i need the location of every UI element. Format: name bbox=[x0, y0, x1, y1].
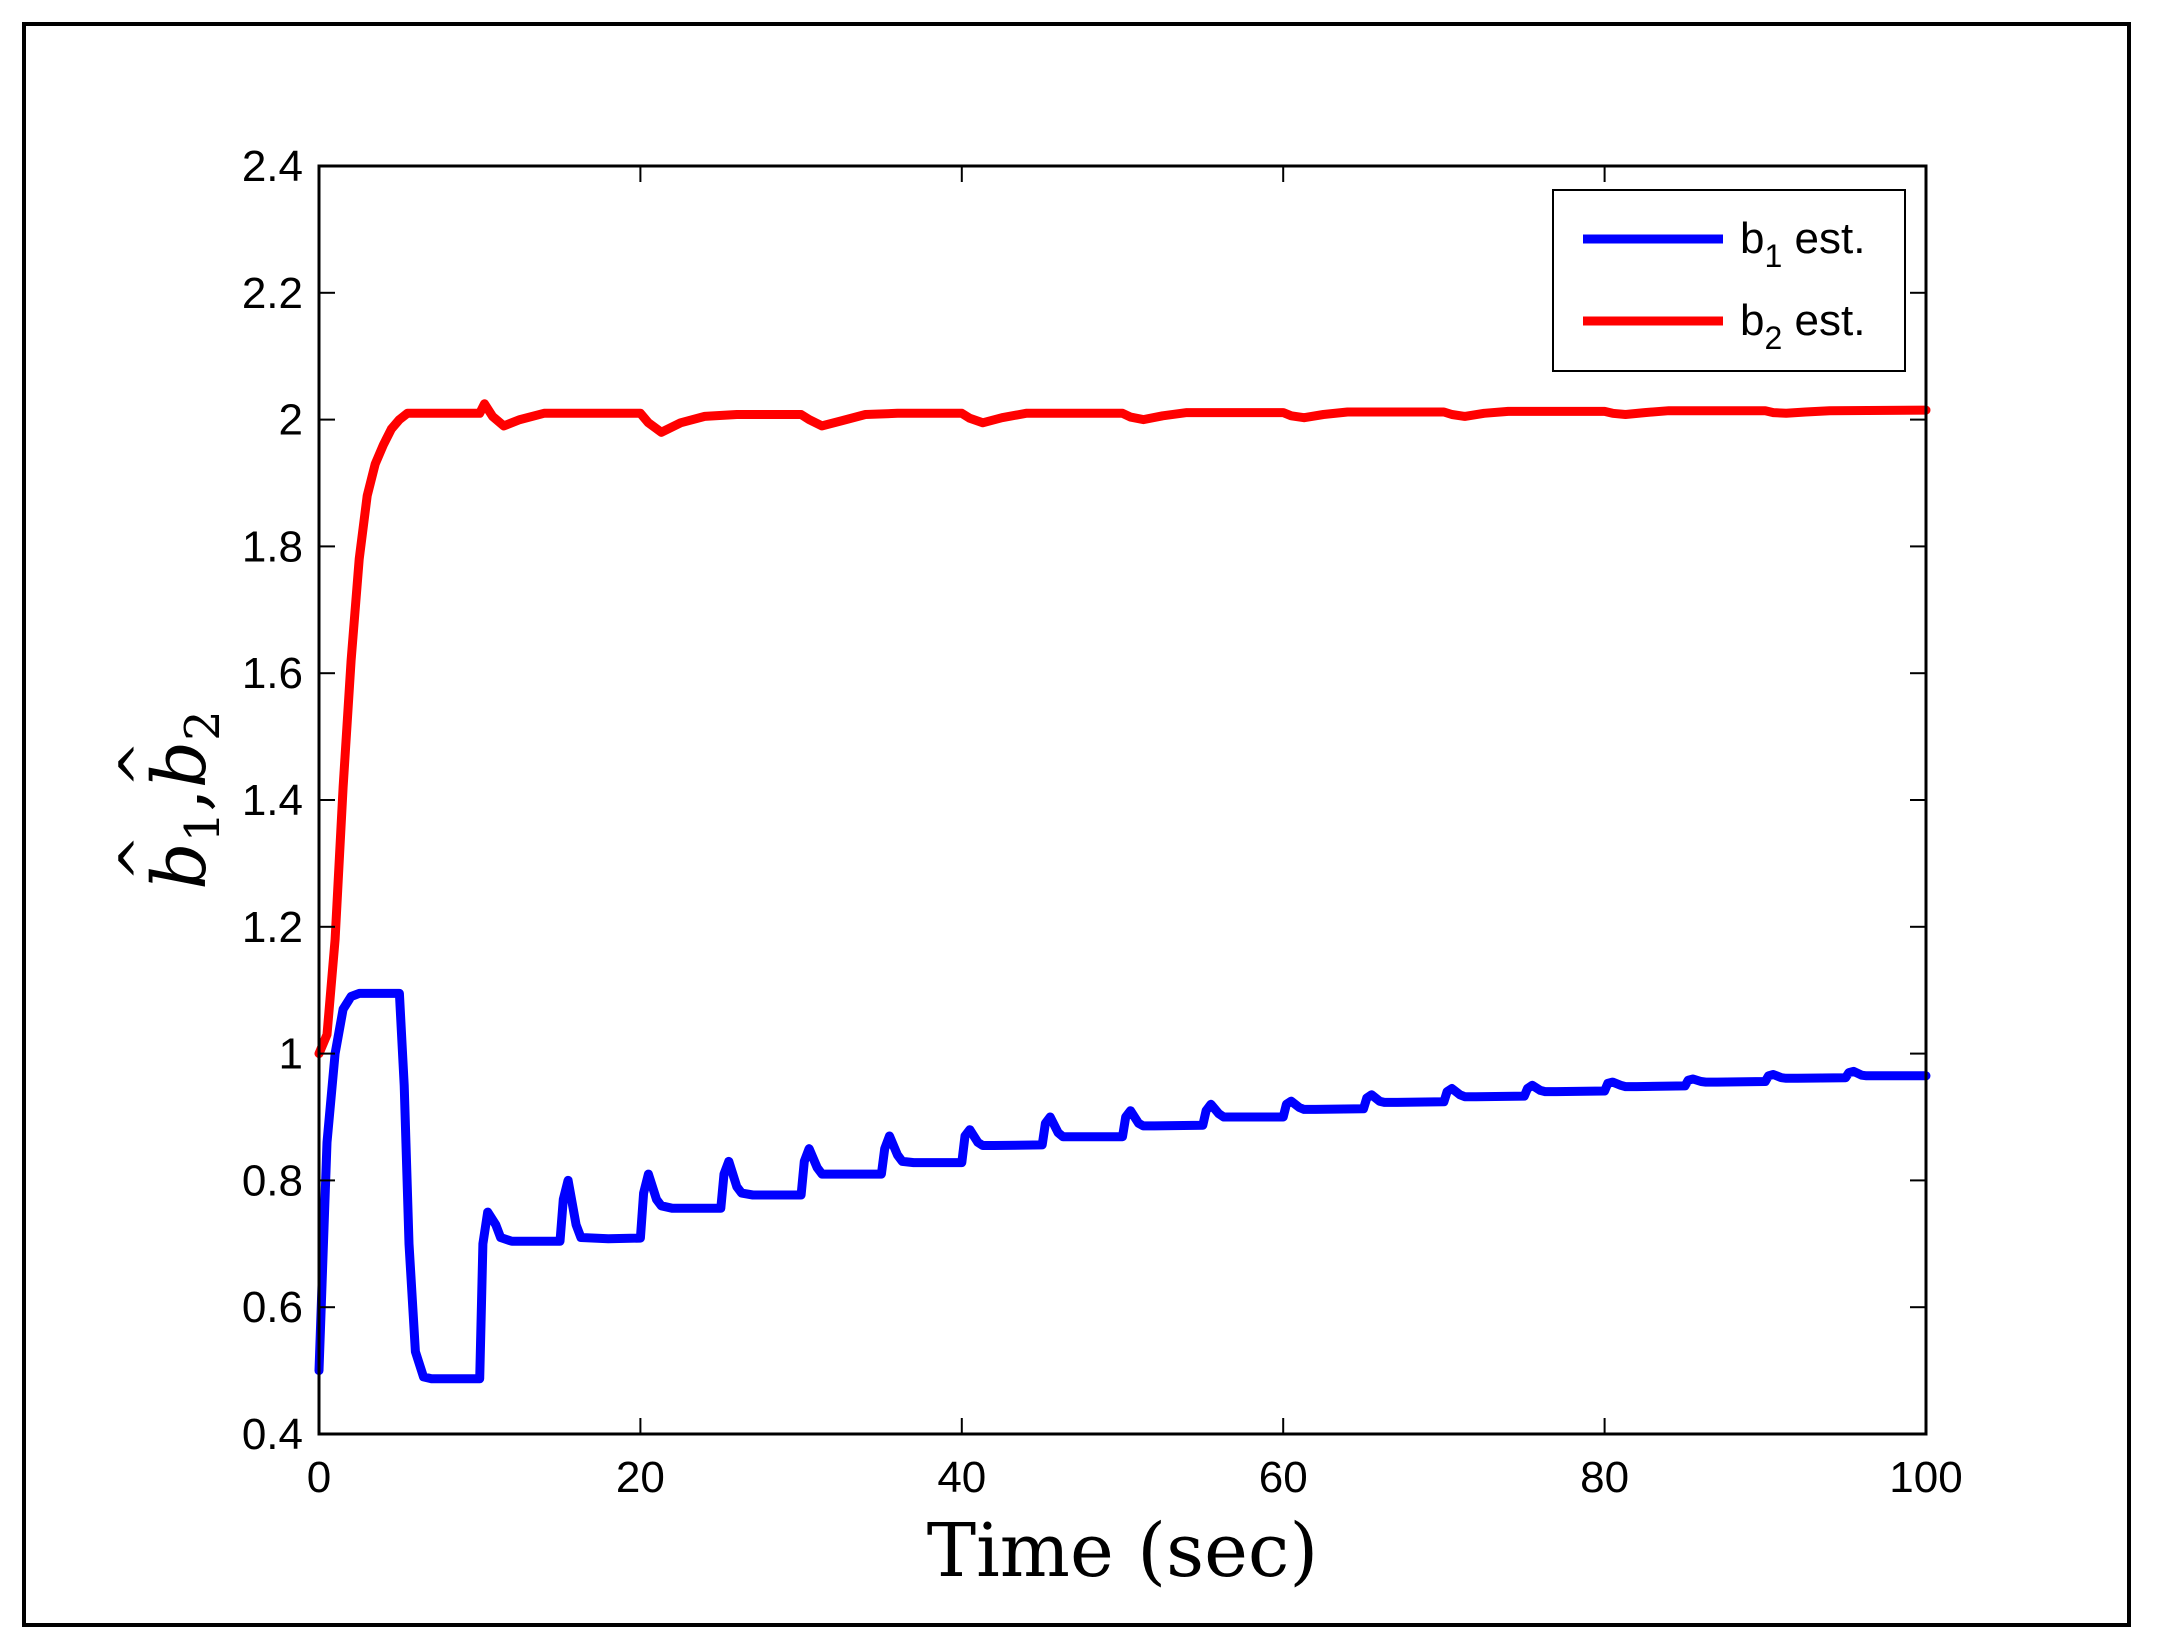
legend-b2-suffix: est. bbox=[1782, 296, 1865, 345]
legend-label-b2: b2 est. bbox=[1740, 296, 1865, 356]
legend-label-b1: b1 est. bbox=[1740, 214, 1865, 274]
x-tick-label: 60 bbox=[1259, 1453, 1308, 1502]
ticks-layer: 0 20 40 60 80 100 0.4 0.6 0.8 1 1.2 1.4 1.6 1.8 2 2.2 2.… bbox=[242, 142, 1963, 1502]
legend-b2-base: b bbox=[1740, 296, 1764, 345]
series-line-1 bbox=[314, 988, 1931, 1384]
y-title-sub-2: 2 bbox=[175, 710, 231, 741]
legend-b1-sub: 1 bbox=[1764, 238, 1782, 274]
y-title-hat-1: ^ bbox=[108, 835, 173, 882]
y-tick-label: 1.6 bbox=[242, 649, 303, 698]
y-title-sub-1: 1 bbox=[175, 812, 231, 843]
x-tick-label: 100 bbox=[1889, 1453, 1962, 1502]
y-title-separator: , bbox=[137, 788, 223, 812]
legend-box bbox=[1552, 189, 1906, 372]
y-tick-label: 2 bbox=[279, 396, 303, 445]
x-tick-label: 20 bbox=[616, 1453, 665, 1502]
y-title-base-1: b bbox=[137, 842, 223, 889]
legend-b1-suffix: est. bbox=[1782, 214, 1865, 263]
series-line-2 bbox=[314, 399, 1931, 1059]
y-tick-label: 2.4 bbox=[242, 142, 303, 191]
y-axis-title: b1,b2 ^ ^ bbox=[108, 710, 231, 889]
y-tick-label: 2.2 bbox=[242, 269, 303, 318]
y-title-hat-2: ^ bbox=[108, 741, 173, 788]
y-tick-label: 1.8 bbox=[242, 522, 303, 571]
y-tick-label: 1.4 bbox=[242, 776, 303, 825]
y-tick-label: 1.2 bbox=[242, 903, 303, 952]
x-tick-label: 40 bbox=[937, 1453, 986, 1502]
svg-text:b1,b2: b1,b2 bbox=[137, 710, 231, 889]
y-tick-label: 0.8 bbox=[242, 1156, 303, 1205]
x-axis-title: Time (sec) bbox=[927, 1508, 1318, 1594]
y-tick-label: 1 bbox=[279, 1030, 303, 1079]
y-tick-label: 0.4 bbox=[242, 1410, 303, 1459]
x-tick-label: 0 bbox=[307, 1453, 331, 1502]
y-title-base-2: b bbox=[137, 741, 223, 788]
legend-b1-base: b bbox=[1740, 214, 1764, 263]
legend-b2-sub: 2 bbox=[1764, 320, 1782, 356]
x-tick-label: 80 bbox=[1580, 1453, 1629, 1502]
legend: b1 est. b2 est. bbox=[1552, 189, 1906, 372]
series-layer bbox=[314, 399, 1931, 1384]
y-tick-label: 0.6 bbox=[242, 1283, 303, 1332]
